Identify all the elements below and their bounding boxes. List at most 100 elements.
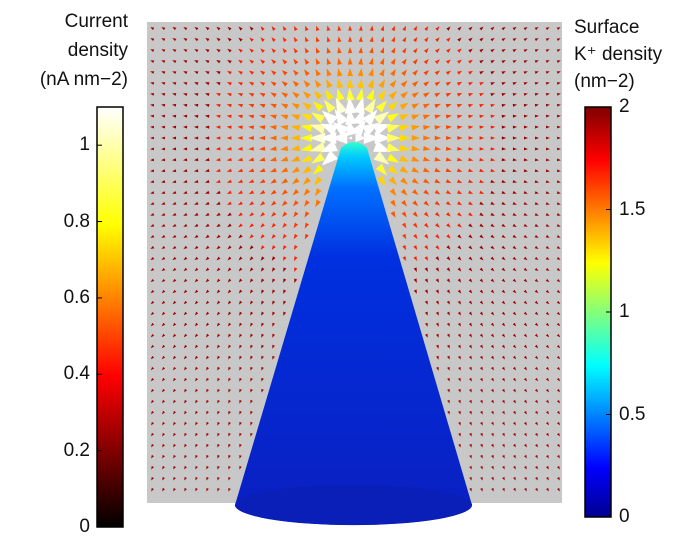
current-arrow: [250, 311, 254, 316]
current-arrow: [248, 81, 255, 86]
current-arrow: [283, 300, 287, 305]
current-arrow: [445, 125, 452, 130]
current-arrow: [315, 199, 321, 208]
current-arrow: [172, 125, 177, 129]
current-arrow: [194, 278, 199, 283]
current-arrow: [205, 48, 210, 53]
current-arrow: [436, 355, 439, 360]
current-arrow: [512, 300, 517, 305]
current-arrow: [479, 366, 483, 371]
current-arrow: [205, 60, 210, 64]
current-arrow: [216, 278, 221, 283]
current-arrow: [480, 487, 483, 492]
k-density-tick-label: 0.5: [619, 403, 646, 425]
current-arrow: [545, 60, 550, 63]
current-arrow: [217, 454, 220, 459]
current-arrow: [248, 114, 255, 119]
current-arrow: [435, 300, 439, 305]
current-arrow: [206, 432, 209, 437]
current-arrow: [457, 212, 462, 217]
current-arrow: [250, 344, 254, 349]
current-arrow: [150, 125, 154, 129]
current-arrow: [326, 68, 332, 77]
current-arrow: [362, 109, 378, 127]
current-arrow: [556, 38, 561, 42]
current-arrow: [237, 114, 243, 119]
current-arrow: [355, 87, 364, 101]
current-arrow: [239, 377, 242, 382]
current-arrow: [261, 344, 264, 349]
current-arrow: [311, 152, 325, 164]
current-arrow: [238, 26, 243, 31]
current-arrow: [423, 92, 430, 98]
current-arrow: [347, 46, 353, 54]
current-arrow: [556, 333, 561, 338]
current-arrow: [150, 82, 155, 85]
current-arrow: [468, 267, 473, 272]
current-arrow: [367, 78, 374, 89]
current-arrow: [216, 311, 221, 316]
current-arrow: [545, 82, 550, 85]
current-arrow: [281, 189, 288, 195]
current-arrow: [172, 82, 177, 85]
current-arrow: [259, 189, 266, 195]
current-arrow: [183, 322, 188, 327]
current-arrow: [172, 71, 177, 75]
current-arrow: [260, 26, 265, 31]
current-arrow: [150, 256, 155, 260]
current-arrow: [545, 49, 550, 53]
current-arrow: [347, 67, 353, 77]
current-arrow: [512, 267, 517, 272]
current-arrow: [348, 36, 353, 42]
current-arrow: [534, 60, 539, 64]
current-arrow: [216, 289, 221, 294]
current-arrow: [479, 322, 484, 327]
current-arrow: [423, 135, 431, 141]
current-arrow: [469, 443, 472, 448]
current-arrow: [512, 60, 517, 64]
current-arrow: [238, 234, 243, 239]
current-arrow: [457, 48, 462, 53]
current-arrow: [194, 333, 199, 338]
current-arrow: [480, 432, 483, 437]
current-arrow: [161, 212, 166, 216]
current-arrow: [535, 443, 538, 448]
current-arrow: [512, 49, 517, 53]
current-arrow: [501, 114, 507, 118]
current-arrow: [194, 322, 199, 327]
current-arrow: [161, 344, 166, 349]
current-arrow: [239, 454, 242, 459]
current-arrow: [249, 212, 254, 217]
current-arrow: [259, 179, 266, 184]
current-arrow: [479, 245, 484, 250]
current-arrow: [491, 454, 494, 459]
current-arrow: [150, 114, 155, 118]
current-arrow: [424, 37, 429, 42]
current-arrow: [261, 377, 264, 382]
current-arrow: [534, 169, 539, 173]
current-arrow: [151, 487, 154, 492]
current-arrow: [390, 199, 396, 207]
current-arrow: [423, 178, 430, 184]
current-arrow: [195, 377, 199, 382]
current-arrow: [401, 69, 408, 76]
current-colorbar-title: Current density (nA nm−2): [38, 10, 128, 91]
current-arrow: [502, 487, 505, 492]
current-arrow: [401, 47, 407, 54]
current-tick-label: 0.6: [63, 286, 90, 308]
current-arrow: [316, 36, 320, 43]
current-arrow: [375, 163, 388, 176]
current-arrow: [227, 223, 232, 228]
current-arrow: [172, 234, 177, 238]
current-arrow: [172, 93, 177, 96]
current-arrow: [479, 48, 484, 53]
current-arrow: [172, 136, 176, 140]
current-arrow: [479, 212, 484, 217]
current-arrow: [250, 432, 253, 437]
current-arrow: [480, 476, 483, 481]
current-arrow: [468, 245, 473, 250]
current-arrow: [228, 333, 232, 338]
current-arrow: [150, 71, 155, 74]
current-arrow: [150, 267, 155, 271]
current-arrow: [457, 344, 461, 349]
